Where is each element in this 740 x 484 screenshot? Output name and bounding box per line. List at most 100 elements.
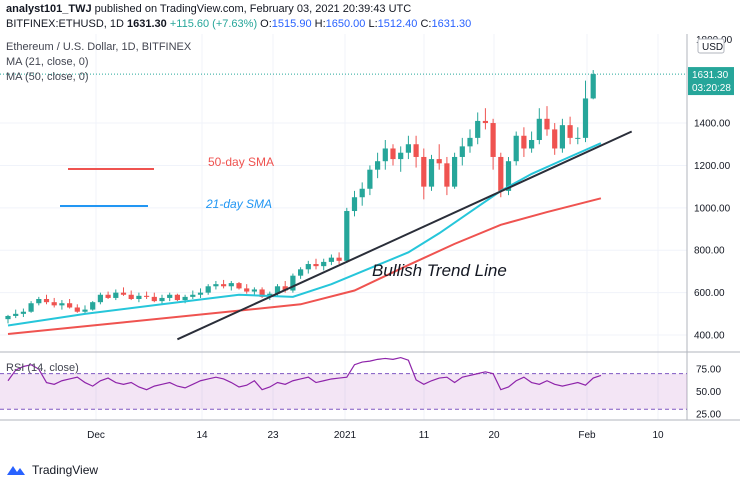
rsi-tick: 25.00	[696, 409, 721, 420]
candle-countdown: 03:20:28	[692, 83, 731, 94]
price-tick: 1400.00	[694, 119, 731, 130]
publish-line: analyst101_TWJ published on TradingView.…	[6, 3, 411, 15]
rsi-line	[7, 356, 602, 391]
candle-body	[213, 284, 219, 287]
price-chart[interactable]: 400.00600.00800.001000.001200.001400.00 …	[0, 34, 740, 454]
candle-body	[351, 197, 358, 212]
price-axis[interactable]: 400.00 600.00 800.00 1000.00 1200.00 1400.00	[694, 119, 731, 342]
low-value: 1512.40	[377, 18, 418, 30]
candle-body	[505, 161, 512, 191]
candle-body	[413, 144, 419, 157]
candle-body	[74, 307, 80, 312]
candle-body	[43, 299, 50, 303]
candle-body	[251, 289, 257, 292]
time-tick: Feb	[578, 430, 596, 441]
grid	[0, 34, 687, 420]
candle-body	[482, 120, 488, 124]
candle-body	[51, 302, 57, 306]
candle-body	[13, 313, 19, 316]
price-change: +115.60 (+7.63%)	[169, 18, 258, 30]
candle-body	[421, 156, 427, 187]
legend-rsi[interactable]: RSI (14, close)	[6, 362, 79, 374]
candle-body	[529, 140, 535, 149]
last-price-tag-value: 1631.30	[692, 70, 729, 81]
candle-body	[182, 296, 188, 301]
time-tick: Dec	[87, 430, 105, 441]
candle-body	[221, 284, 227, 287]
high-label: H:	[314, 18, 326, 30]
candle-body	[336, 257, 342, 261]
candle-body	[559, 125, 565, 149]
candle-body	[151, 296, 157, 302]
candle-body	[290, 275, 296, 291]
candle-body	[36, 299, 42, 304]
candle-body	[344, 211, 350, 261]
rsi-band	[0, 373, 687, 410]
high-value: 1650.00	[325, 18, 366, 30]
candle-body	[105, 294, 111, 298]
candle-body	[428, 159, 435, 187]
candle-body	[159, 297, 165, 302]
candle-body	[113, 292, 119, 298]
candle-body	[97, 294, 103, 303]
candle-body	[390, 148, 396, 160]
candle-body	[90, 302, 96, 310]
candle-body	[205, 286, 211, 293]
trend-annotation: Bullish Trend Line	[372, 261, 507, 280]
candle-body	[20, 311, 26, 314]
legend-title: Ethereum / U.S. Dollar, 1D, BITFINEX	[6, 41, 192, 53]
candle-body	[367, 169, 373, 189]
candle-body	[490, 123, 496, 157]
currency-label: USD	[702, 42, 723, 53]
price-tick: 400.00	[694, 331, 725, 342]
candle-body	[259, 289, 265, 297]
candles	[5, 70, 596, 324]
last-price: 1631.30	[127, 18, 167, 30]
author-name[interactable]: analyst101_TWJ	[6, 3, 92, 15]
candle-body	[120, 292, 127, 295]
candle-body	[498, 156, 504, 191]
candle-body	[167, 294, 173, 298]
time-tick: 14	[196, 430, 208, 441]
candle-body	[436, 159, 442, 164]
candle-body	[328, 257, 334, 262]
time-tick: 23	[267, 430, 279, 441]
candle-body	[467, 137, 473, 147]
tradingview-brand: TradingView	[32, 463, 99, 477]
open-label: O:	[260, 18, 272, 30]
candle-body	[382, 148, 388, 162]
candle-body	[444, 163, 450, 187]
close-label: C:	[420, 18, 432, 30]
price-tick: 600.00	[694, 288, 725, 299]
time-axis[interactable]: Dec 14 23 2021 11 20 Feb 10	[87, 430, 664, 441]
time-tick: 2021	[334, 430, 357, 441]
bullish-trend-line[interactable]	[176, 130, 633, 341]
candle-body	[552, 129, 558, 149]
candle-body	[567, 125, 573, 138]
currency-button[interactable]	[697, 38, 725, 54]
candle-body	[313, 264, 319, 267]
price-tick: 1000.00	[694, 203, 731, 214]
time-tick: 10	[652, 430, 664, 441]
candle-body	[475, 120, 481, 138]
price-tick: 800.00	[694, 246, 725, 257]
legend-ma21[interactable]: MA (21, close, 0)	[6, 56, 89, 68]
tradingview-logo-icon	[7, 466, 25, 475]
candle-body	[5, 315, 11, 320]
sma21-annotation: 21-day SMA	[205, 197, 272, 211]
candle-body	[405, 144, 411, 153]
candle-body	[536, 118, 542, 140]
sma50-line	[7, 197, 602, 335]
candle-body	[590, 74, 596, 99]
tradingview-logo[interactable]: TradingView	[6, 460, 98, 480]
candle-body	[144, 295, 150, 297]
candle-body	[575, 137, 581, 139]
price-tick: 1200.00	[694, 161, 731, 172]
candle-body	[244, 288, 250, 292]
rsi-tick: 75.00	[696, 365, 721, 376]
candle-body	[28, 303, 34, 312]
publish-info: published on TradingView.com, February 0…	[94, 3, 412, 15]
legend-ma50[interactable]: MA (50, close, 0)	[6, 71, 89, 83]
last-price-tag	[688, 67, 734, 96]
candle-body	[59, 303, 65, 306]
